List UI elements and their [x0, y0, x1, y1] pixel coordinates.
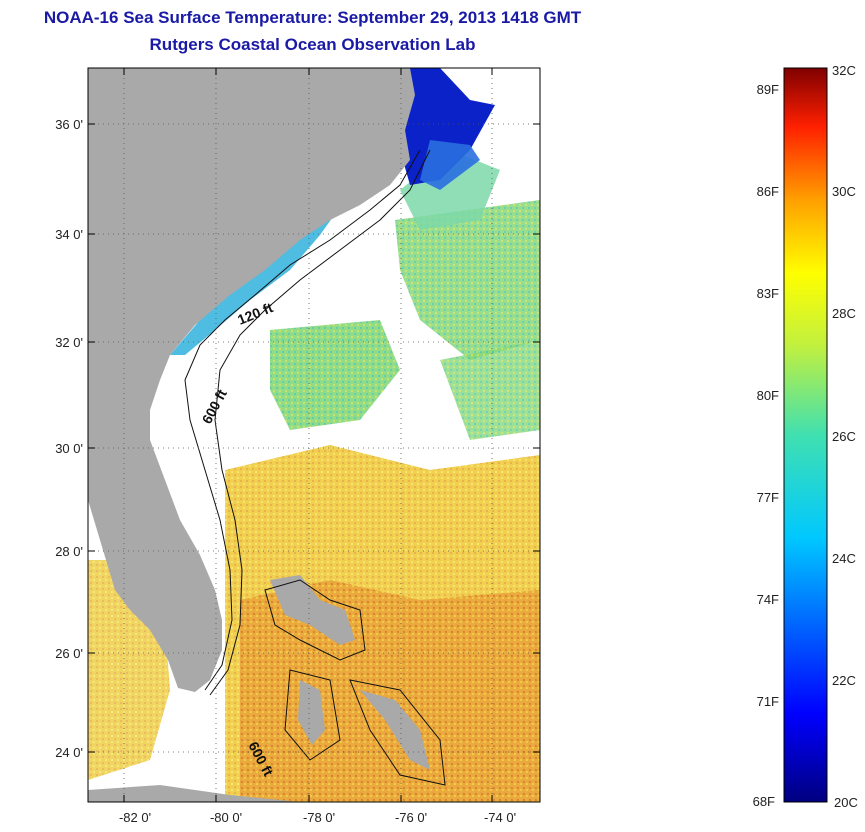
cold-water-edge [420, 140, 480, 190]
map-subtitle: Rutgers Coastal Ocean Observation Lab [149, 35, 476, 54]
colorbar-label-22c: 22C [832, 673, 856, 688]
mid-ocean-patch [270, 320, 400, 430]
map-title: NOAA-16 Sea Surface Temperature: Septemb… [43, 8, 582, 27]
lat-label-34: 34 0' [55, 227, 83, 242]
island-cuba [88, 785, 300, 802]
colorbar-label-30c: 30C [832, 184, 856, 199]
lon-label-82: -82 0' [119, 810, 151, 825]
map-frame [87, 67, 541, 803]
colorbar-label-71f: 71F [757, 694, 779, 709]
contour-exumas [349, 679, 446, 786]
land-mass [88, 68, 415, 692]
lat-label-30: 30 0' [55, 441, 83, 456]
colorbar-label-28c: 28C [832, 306, 856, 321]
contour-600ft [209, 149, 431, 696]
offshore-patch [395, 200, 540, 360]
sst-map: 120 ft 600 ft 600 ft 36 0' 34 0' 32 0' 3… [55, 67, 541, 825]
contour-andros [284, 669, 341, 761]
axis-ticks [88, 68, 540, 802]
lon-label-80: -80 0' [210, 810, 242, 825]
island-andros [298, 680, 325, 745]
graticule [88, 68, 540, 802]
colorbar-label-24c: 24C [832, 551, 856, 566]
colorbar-label-80f: 80F [757, 388, 779, 403]
contour-abaco [264, 579, 366, 661]
island-great-abaco [270, 575, 355, 645]
colorbar-label-89f: 89F [757, 82, 779, 97]
warmest-water-region [240, 580, 540, 802]
lat-label-28: 28 0' [55, 544, 83, 559]
colorbar-label-68f: 68F [753, 794, 775, 809]
east-patch [440, 340, 540, 440]
lon-label-78: -78 0' [303, 810, 335, 825]
lon-label-76: -76 0' [395, 810, 427, 825]
colorbar-label-86f: 86F [757, 184, 779, 199]
island-exumas [360, 690, 430, 770]
colorbar-label-32c: 32C [832, 63, 856, 78]
cold-water-region [400, 68, 495, 185]
sst-image: 120 ft 600 ft 600 ft [88, 68, 540, 802]
colorbar-label-83f: 83F [757, 286, 779, 301]
lat-label-26: 26 0' [55, 646, 83, 661]
colorbar-label-74f: 74F [757, 592, 779, 607]
lat-label-32: 32 0' [55, 335, 83, 350]
colorbar-label-77f: 77F [757, 490, 779, 505]
lat-label-24: 24 0' [55, 745, 83, 760]
lat-label-36: 36 0' [55, 117, 83, 132]
contour-120ft [184, 149, 421, 691]
colorbar-gradient [783, 67, 828, 803]
colorbar-label-26c: 26C [832, 429, 856, 444]
lon-label-74: -74 0' [484, 810, 516, 825]
colorbar-label-20c: 20C [834, 795, 858, 810]
